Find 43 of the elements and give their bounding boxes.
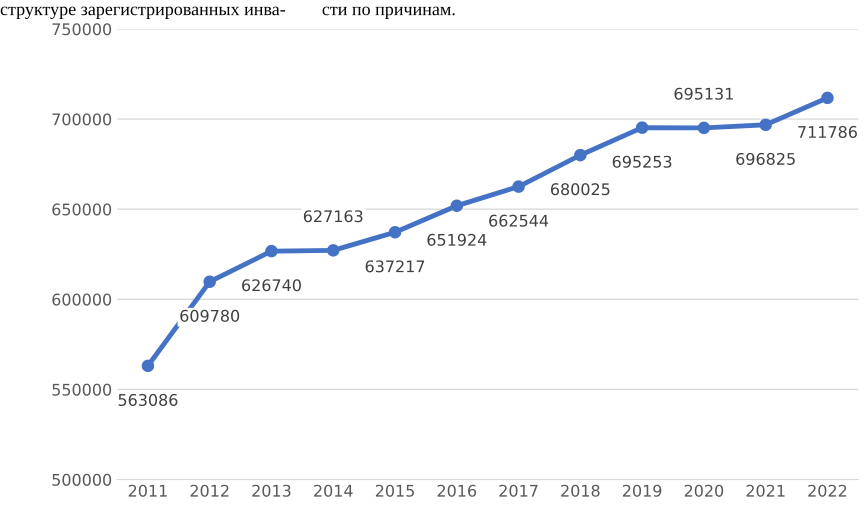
x-tick-label: 2019 — [622, 484, 662, 497]
data-label: 695131 — [674, 88, 733, 100]
x-tick-label: 2020 — [684, 484, 724, 497]
data-label: 651924 — [427, 234, 486, 246]
data-label: 695253 — [612, 156, 672, 168]
x-tick-label: 2017 — [499, 484, 538, 497]
point — [821, 92, 834, 104]
point — [265, 244, 278, 258]
y-tick-label: 700000 — [52, 113, 112, 126]
point — [388, 226, 402, 239]
data-label: 563086 — [118, 394, 178, 406]
y-tick-label: 500000 — [52, 474, 112, 486]
data-label: 626740 — [242, 279, 301, 292]
x-tick-label: 2013 — [252, 484, 291, 497]
y-tick-label: 750000 — [52, 23, 112, 36]
data-label: 637217 — [366, 260, 424, 272]
x-tick-label: 2014 — [314, 484, 353, 497]
y-tick-label: 550000 — [52, 384, 112, 396]
y-tick-label: 600000 — [52, 294, 112, 306]
data-label: 711786 — [798, 126, 857, 138]
x-tick-label: 2021 — [746, 484, 785, 497]
x-tick-label: 2015 — [376, 484, 414, 497]
x-tick-label: 2011 — [128, 484, 167, 497]
data-label: 662544 — [489, 214, 548, 227]
x-tick-label: 2016 — [438, 484, 476, 497]
x-tick-label: 2022 — [808, 484, 846, 497]
point — [203, 275, 216, 288]
data-label: 696825 — [736, 152, 795, 165]
point — [636, 121, 648, 134]
point — [698, 122, 710, 134]
point — [327, 244, 340, 257]
y-tick-label: 650000 — [52, 203, 112, 216]
data-label: 627163 — [304, 210, 362, 222]
point — [450, 200, 464, 212]
data-label: 680025 — [550, 183, 610, 196]
point — [574, 148, 587, 162]
text: структуре зарегистрированных инва- сти по причинам. — [0, 6, 455, 20]
x-tick-label: 2018 — [561, 484, 600, 497]
point — [759, 118, 772, 132]
point — [512, 180, 525, 193]
data-label: 609780 — [180, 310, 240, 322]
x-tick-label: 2012 — [190, 484, 228, 497]
point — [142, 360, 154, 372]
